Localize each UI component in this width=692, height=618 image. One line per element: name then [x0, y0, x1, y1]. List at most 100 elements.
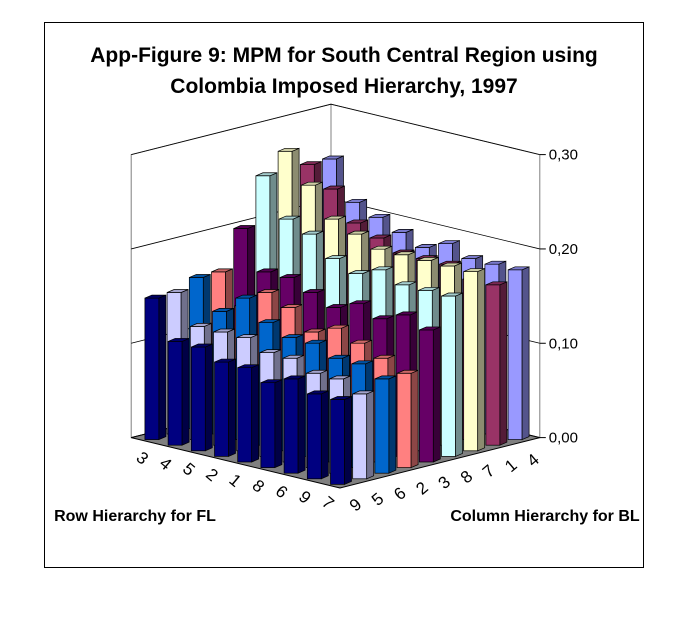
- bar-side: [388, 375, 397, 474]
- bar-top: [372, 315, 395, 320]
- bar-side: [274, 379, 283, 469]
- row-tick-label: 4: [156, 453, 175, 474]
- bar-top: [418, 287, 440, 291]
- bar-top: [370, 245, 393, 250]
- bar-top: [301, 181, 323, 186]
- bar-top: [417, 257, 439, 261]
- row-tick-label: 3: [133, 448, 152, 469]
- bar-top: [325, 255, 347, 259]
- bar-front: [418, 329, 434, 463]
- bar-top: [393, 251, 416, 256]
- row-tick-label: 6: [272, 481, 291, 502]
- row-tick-label: 2: [202, 465, 221, 486]
- bar-side: [158, 294, 167, 441]
- bar-top: [259, 349, 282, 353]
- bar-top: [214, 358, 236, 363]
- bar-side: [320, 390, 329, 480]
- bar-top: [369, 234, 392, 239]
- bar-top: [305, 339, 327, 344]
- bar-top: [324, 215, 346, 220]
- bar-top: [191, 343, 213, 348]
- bar-top: [323, 185, 345, 190]
- bar-top: [213, 328, 235, 333]
- bar-top: [461, 255, 483, 259]
- bar-top: [236, 334, 258, 338]
- bar-top: [350, 339, 372, 344]
- row-tick-label: 9: [295, 487, 314, 508]
- gridline: [131, 103, 540, 155]
- bar-top: [280, 304, 303, 308]
- column-tick-label: 8: [457, 467, 476, 488]
- bar-top: [396, 369, 419, 374]
- bar-side: [251, 364, 260, 463]
- bar-top: [257, 289, 280, 293]
- bar-top: [260, 379, 283, 384]
- bar-side: [477, 268, 486, 452]
- z-tick-label: 0,30: [549, 147, 578, 164]
- bar-top: [374, 375, 397, 380]
- bar-top: [373, 354, 396, 359]
- column-axis-label: Column Hierarchy for BL: [450, 508, 640, 525]
- bar-front: [330, 399, 345, 485]
- bar-top: [190, 323, 212, 327]
- chart-frame: [44, 22, 644, 568]
- bar-side: [344, 395, 352, 485]
- bar-top: [395, 311, 418, 316]
- bar-top: [419, 326, 441, 331]
- row-tick-label: 1: [225, 470, 244, 491]
- bar-top: [345, 198, 367, 203]
- bar-top: [281, 334, 304, 338]
- bar-top: [237, 364, 259, 369]
- bar-top: [279, 274, 302, 278]
- bar-front: [260, 382, 276, 468]
- column-tick-label: 5: [368, 489, 387, 510]
- column-tick-label: 6: [390, 483, 409, 504]
- row-tick-label: 7: [318, 493, 337, 514]
- bar-side: [228, 358, 236, 457]
- bar-top: [277, 147, 300, 152]
- bar-top: [255, 172, 278, 177]
- bar-front: [374, 378, 390, 474]
- bar-top: [167, 338, 190, 342]
- column-tick-label: 3: [435, 472, 454, 493]
- bar-side: [366, 390, 375, 480]
- bar-top: [302, 230, 324, 235]
- row-axis-label: Row Hierarchy for FL: [54, 508, 216, 525]
- bar-front: [214, 361, 229, 457]
- bar-top: [347, 230, 369, 235]
- bar-side: [181, 337, 190, 446]
- column-tick-label: 9: [346, 495, 365, 516]
- bar-front: [144, 297, 160, 440]
- column-tick-label: 7: [479, 461, 498, 482]
- bar-top: [391, 229, 414, 233]
- bar-top: [349, 300, 371, 305]
- row-tick-label: 8: [249, 476, 268, 497]
- bar-top: [144, 294, 167, 299]
- bar-top: [322, 155, 344, 160]
- bar-side: [204, 343, 213, 452]
- bar-front: [507, 269, 523, 440]
- bar-top: [256, 268, 279, 273]
- bar-top: [351, 360, 373, 365]
- z-tick-label: 0,00: [549, 430, 578, 447]
- bar-top: [307, 390, 329, 395]
- bar-top: [438, 240, 460, 244]
- bar-top: [233, 225, 255, 229]
- bar-top: [327, 324, 349, 329]
- bar-side: [499, 281, 508, 446]
- bar-front: [237, 367, 253, 463]
- bar-top: [303, 289, 325, 293]
- bar-side: [432, 326, 441, 463]
- bar-top: [371, 266, 394, 271]
- bar-front: [283, 378, 299, 474]
- bar-front: [441, 295, 456, 457]
- bar-front: [190, 346, 206, 452]
- bar-top: [278, 215, 301, 220]
- bar-front: [167, 341, 183, 446]
- z-tick-label: 0,10: [549, 335, 578, 352]
- bar-top: [507, 266, 530, 271]
- bar-top: [348, 270, 370, 274]
- bar-top: [352, 390, 374, 395]
- bar-top: [463, 268, 485, 272]
